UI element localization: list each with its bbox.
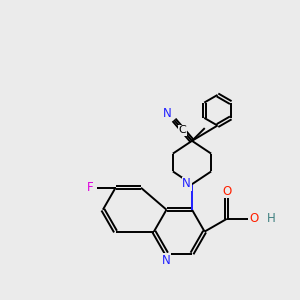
Text: F: F	[86, 181, 93, 194]
Text: H: H	[267, 212, 276, 225]
Text: N: N	[162, 254, 171, 267]
Text: O: O	[249, 212, 258, 225]
Text: C: C	[179, 125, 187, 135]
Text: O: O	[223, 185, 232, 198]
Text: N: N	[182, 177, 191, 190]
Text: N: N	[163, 107, 172, 120]
